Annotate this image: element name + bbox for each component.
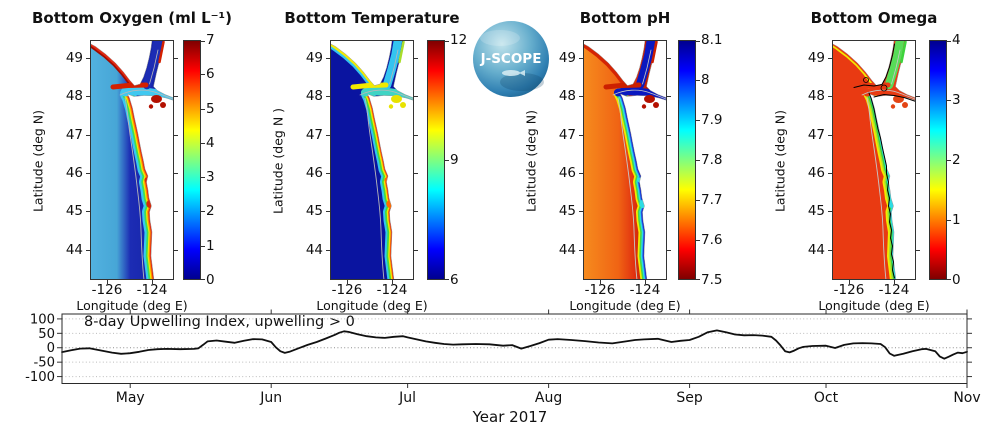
oxygen-colorbar-tick-label: 3 [206, 169, 215, 186]
ph-y-axis-label: Latitude (deg N) [523, 109, 539, 213]
oxygen-colorbar [183, 40, 201, 280]
omega-colorbar-tick-label: 4 [952, 32, 961, 48]
temperature-lat-tick-label: 45 [305, 203, 323, 220]
upwelling-y-tick-label: -50 [33, 356, 55, 371]
upwelling-month-label: Nov [953, 390, 980, 405]
temperature-y-axis-label: Latitude (deg N ) [270, 107, 286, 215]
oxygen-colorbar-tick-label: 4 [206, 134, 215, 151]
omega-y-axis-label: Latitude (deg N) [772, 109, 788, 213]
upwelling-y-tick-label: -100 [25, 370, 55, 385]
oxygen-map [90, 40, 174, 280]
logo-graphic: J-SCOPE [473, 21, 549, 97]
temperature-lat-tick-label: 48 [305, 88, 323, 105]
oxygen-lon-tick-label: -124 [136, 282, 168, 298]
temperature-lat-tick-label: 46 [305, 164, 323, 181]
ph-colorbar-tick-label: 8.1 [701, 32, 723, 48]
oxygen-colorbar-tick-label: 6 [206, 66, 215, 83]
oxygen-colorbar-tick-label: 2 [206, 203, 215, 220]
temperature-colorbar-tick-label: 9 [450, 152, 459, 168]
omega-map [832, 40, 916, 280]
oxygen-colorbar-tick-label: 1 [206, 237, 215, 254]
ph-x-axis-label: Longitude (deg E) [569, 298, 681, 313]
upwelling-y-tick-label: 50 [38, 327, 55, 342]
ph-lat-tick-label: 44 [558, 241, 576, 258]
ph-lat-tick-label: 45 [558, 203, 576, 220]
upwelling-month-label: May [116, 390, 145, 405]
upwelling-y-tick-label: 0 [47, 341, 55, 356]
temperature-title: Bottom Temperature [284, 9, 460, 27]
ph-colorbar-tick-label: 7.8 [701, 152, 723, 168]
ph-lat-tick-label: 46 [558, 164, 576, 181]
upwelling-y-tick-label: 100 [30, 312, 55, 327]
temperature-colorbar [427, 40, 445, 280]
logo-text: J-SCOPE [480, 51, 542, 67]
oxygen-lat-tick-label: 49 [65, 50, 83, 66]
upwelling-month-label: Oct [814, 390, 839, 405]
ph-colorbar [678, 40, 696, 280]
oxygen-colorbar-tick-label: 5 [206, 100, 215, 117]
logo-fish-icon [502, 70, 520, 76]
temperature-lat-tick-label: 49 [305, 50, 323, 66]
logo-circle [473, 21, 549, 97]
ph-lon-tick-label: -124 [629, 282, 661, 298]
ph-colorbar-tick-label: 7.5 [701, 272, 723, 288]
oxygen-lat-tick-label: 47 [65, 126, 83, 143]
temperature-lon-tick-label: -124 [376, 282, 408, 298]
oxygen-colorbar-tick-label: 0 [206, 272, 215, 288]
omega-lat-tick-label: 48 [807, 88, 825, 105]
omega-title: Bottom Omega [810, 9, 938, 27]
temperature-map [330, 40, 414, 280]
ph-map [583, 40, 667, 280]
omega-lat-tick-label: 46 [807, 164, 825, 181]
oxygen-lat-tick-label: 46 [65, 164, 83, 181]
oxygen-lat-tick-label: 48 [65, 88, 83, 105]
omega-lon-tick-label: -124 [878, 282, 910, 298]
temperature-colorbar-tick-label: 6 [450, 272, 459, 288]
temperature-x-axis-label: Longitude (deg E) [316, 298, 428, 313]
omega-lat-tick-label: 45 [807, 203, 825, 220]
temperature-lon-tick-label: -126 [331, 282, 363, 298]
upwelling-month-label: Aug [535, 390, 562, 405]
oxygen-lat-tick-label: 44 [65, 241, 83, 258]
oxygen-lon-tick-label: -126 [91, 282, 123, 298]
ph-colorbar-tick-label: 7.7 [701, 192, 723, 208]
omega-colorbar-tick-label: 2 [952, 152, 961, 168]
temperature-lat-tick-label: 47 [305, 126, 323, 143]
oxygen-x-axis-label: Longitude (deg E) [76, 298, 188, 313]
ph-lat-tick-label: 47 [558, 126, 576, 143]
jscope-logo: J-SCOPE [472, 20, 550, 98]
oxygen-lat-tick-label: 45 [65, 203, 83, 220]
omega-lon-tick-label: -126 [833, 282, 865, 298]
oxygen-title: Bottom Oxygen (ml L⁻¹) [31, 9, 232, 27]
omega-lat-tick-label: 47 [807, 126, 825, 143]
omega-colorbar-tick-label: 0 [952, 272, 961, 288]
upwelling-series-line [61, 329, 968, 360]
ph-lat-tick-label: 48 [558, 88, 576, 105]
oxygen-colorbar-tick-label: 7 [206, 32, 215, 48]
x-axis-label: Year 2017 [472, 408, 548, 426]
temperature-colorbar-tick-label: 12 [450, 32, 468, 48]
upwelling-month-label: Jul [398, 390, 416, 405]
upwelling-title: 8-day Upwelling Index, upwelling > 0 [84, 314, 355, 330]
temperature-lat-tick-label: 44 [305, 241, 323, 258]
omega-lat-tick-label: 49 [807, 50, 825, 66]
omega-colorbar-tick-label: 3 [952, 92, 961, 108]
ph-lat-tick-label: 49 [558, 50, 576, 66]
ph-colorbar-tick-label: 7.9 [701, 112, 723, 128]
ph-colorbar-tick-label: 8 [701, 72, 710, 88]
ph-title: Bottom pH [579, 9, 671, 27]
upwelling-month-label: Jun [259, 390, 282, 405]
upwelling-month-label: Sep [676, 390, 703, 405]
ph-colorbar-tick-label: 7.6 [701, 232, 723, 248]
omega-lat-tick-label: 44 [807, 241, 825, 258]
omega-x-axis-label: Longitude (deg E) [818, 298, 930, 313]
oxygen-y-axis-label: Latitude (deg N) [30, 109, 46, 213]
omega-colorbar-tick-label: 1 [952, 212, 961, 228]
ph-lon-tick-label: -126 [584, 282, 616, 298]
omega-colorbar [929, 40, 947, 280]
